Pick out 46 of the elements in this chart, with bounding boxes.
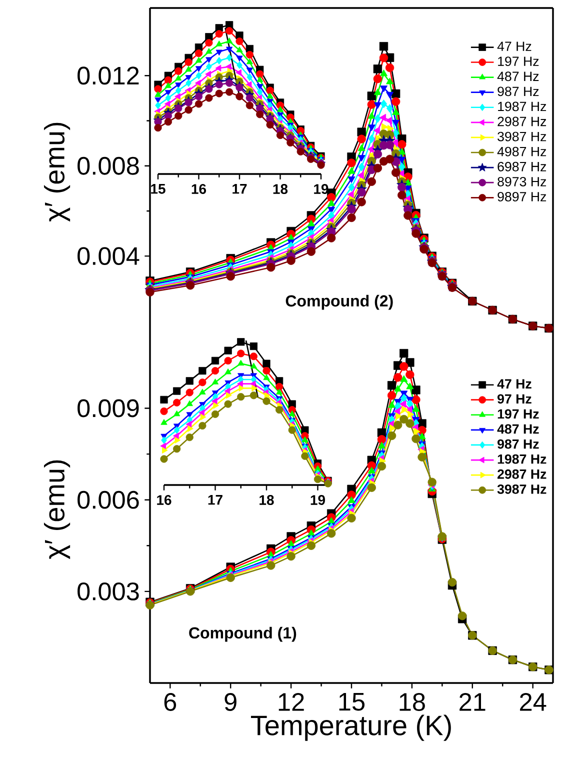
legend-label: 487 Hz [497,72,539,82]
legend-label: 3987 Hz [497,484,546,494]
legend-label: 9897 Hz [498,192,546,202]
legend-label: 97 Hz [498,394,532,404]
legend-label: 47 Hz [497,42,532,51]
x-tick-label: 17 [232,184,247,194]
annotation: Compound (2) [286,294,393,310]
y-tick-label: 0.003 [78,582,139,600]
x-tick-label: 18 [273,184,288,194]
x-tick-label: 15 [339,693,365,711]
x-tick-label: 18 [400,693,425,711]
legend-label: 47 Hz [497,379,532,388]
legend-label: 987 Hz [498,439,539,449]
x-tick-label: 19 [310,495,325,505]
y-tick-label: 0.012 [78,66,139,85]
legend-label: 197 Hz [498,409,539,419]
x-axis-title: Temperature (K) [250,714,451,741]
x-tick-label: 6 [164,693,176,711]
x-tick-label: 19 [314,184,328,194]
legend-label: 2987 Hz [498,469,546,479]
y-tick-label: 0.006 [78,490,139,509]
legend-label: 4987 Hz [497,146,546,156]
x-tick-label: 9 [224,693,236,711]
legend-label: 197 Hz [498,56,539,66]
y-axis-title: χ′ (emu) [44,122,70,222]
legend-label: 8973 Hz [498,176,546,186]
legend-label: 2987 Hz [498,116,546,126]
x-tick-label: 16 [192,184,206,194]
legend-label: 487 Hz [497,424,539,434]
y-axis-title: χ′ (emu) [44,460,70,560]
x-tick-label: 15 [151,184,166,194]
x-tick-label: 16 [157,495,172,505]
x-tick-label: 24 [520,693,546,711]
legend-label: 6987 Hz [498,162,546,172]
legend-label: 1987 Hz [498,454,546,464]
y-tick-label: 0.009 [78,399,139,418]
annotation: Compound (1) [189,626,296,642]
legend-label: 987 Hz [498,86,539,96]
x-tick-label: 17 [208,495,222,505]
x-tick-label: 18 [260,495,274,505]
y-tick-label: 0.004 [78,247,140,266]
x-tick-label: 21 [460,693,486,711]
legend-label: 3987 Hz [498,132,546,142]
legend-label: 1987 Hz [498,102,546,112]
y-tick-label: 0.008 [78,156,139,175]
x-tick-label: 12 [278,693,304,711]
